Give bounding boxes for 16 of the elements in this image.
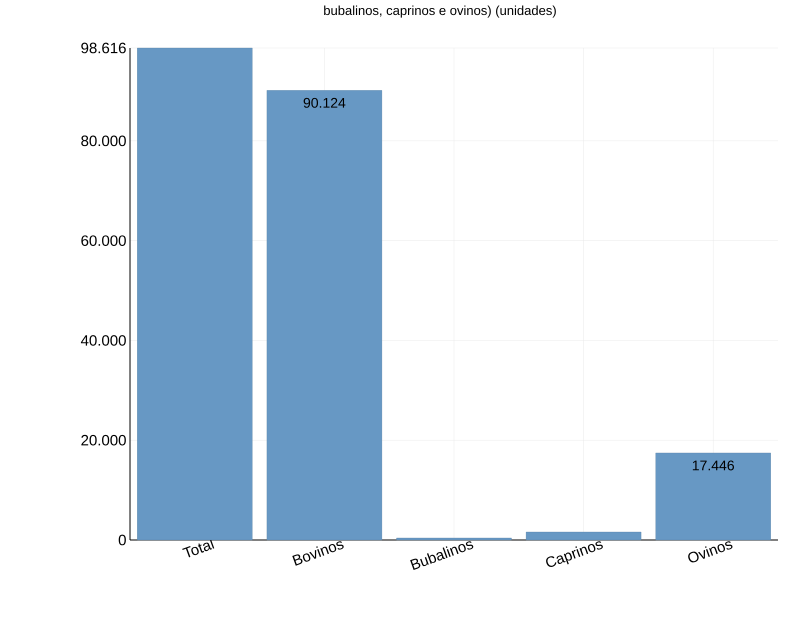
bar — [266, 90, 382, 540]
x-tick-label: Ovinos — [688, 541, 732, 562]
bar — [526, 532, 642, 540]
data-label: 17.446 — [692, 460, 734, 470]
bar — [656, 452, 771, 540]
data-label: 90.124 — [304, 98, 346, 108]
x-tick-label: Bovinos — [292, 541, 344, 566]
y-tick-label: 98.616 — [81, 42, 126, 54]
y-tick-label: 20.000 — [81, 434, 126, 446]
x-tick-label: Total — [182, 538, 214, 558]
y-tick-label: 40.000 — [80, 335, 126, 346]
bar — [137, 48, 252, 540]
y-tick-label: 80.000 — [81, 136, 126, 146]
chart-title: bubalinos, caprinos e ovinos) (unidades) — [324, 6, 556, 18]
y-tick-label: 0 — [118, 534, 126, 546]
y-tick-label: 60.000 — [81, 235, 126, 246]
